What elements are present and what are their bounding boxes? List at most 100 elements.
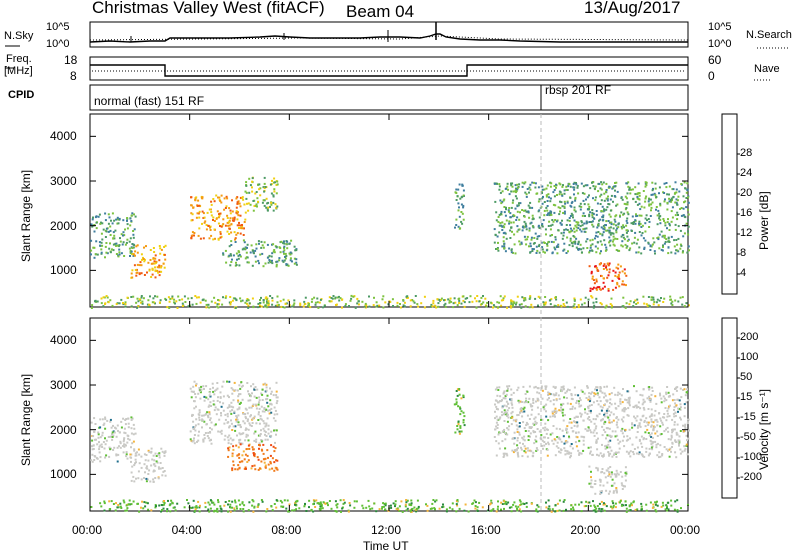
echo-cell	[229, 303, 232, 306]
time-tick-label: 04:00	[171, 523, 202, 537]
echo-cell	[189, 387, 192, 390]
echo-cell	[504, 447, 507, 450]
echo-cell	[614, 237, 617, 240]
echo-cell	[590, 404, 593, 406]
echo-cell	[595, 278, 598, 281]
echo-cell	[559, 409, 562, 412]
echo-cell	[613, 185, 616, 188]
echo-cell	[263, 204, 266, 207]
echo-cell	[353, 500, 356, 503]
echo-cell	[561, 237, 564, 240]
echo-cell	[582, 439, 585, 442]
echo-cell	[274, 441, 276, 444]
echo-cell	[643, 246, 646, 249]
echo-cell	[90, 506, 93, 508]
echo-cell	[193, 427, 195, 430]
echo-cell	[662, 423, 664, 426]
echo-cell	[199, 391, 202, 394]
echo-cell	[132, 230, 135, 232]
echo-cell	[603, 396, 605, 399]
echo-cell	[647, 200, 650, 203]
echo-cell	[244, 246, 247, 249]
echo-cell	[619, 440, 622, 443]
echo-cell	[126, 457, 129, 460]
echo-cell	[270, 444, 273, 447]
echo-cell	[560, 305, 563, 308]
echo-cell	[273, 413, 276, 416]
echo-cell	[256, 388, 259, 391]
echo-cell	[601, 287, 604, 290]
echo-cell	[528, 385, 531, 388]
echo-cell	[124, 432, 127, 435]
echo-cell	[383, 503, 386, 505]
echo-cell	[626, 235, 629, 238]
echo-cell	[464, 297, 467, 300]
echo-cell	[230, 244, 233, 246]
echo-cell	[544, 426, 547, 429]
echo-cell	[273, 406, 276, 409]
echo-cell	[271, 262, 274, 265]
echo-cell	[458, 227, 461, 230]
echo-cell	[638, 220, 641, 223]
echo-cell	[662, 234, 665, 237]
echo-cell	[265, 386, 268, 389]
echo-cell	[589, 504, 592, 507]
echo-cell	[478, 300, 481, 303]
echo-cell	[426, 504, 429, 507]
echo-cell	[629, 247, 632, 250]
echo-cell	[654, 395, 657, 398]
echo-cell	[163, 500, 165, 502]
echo-cell	[529, 183, 532, 186]
echo-cell	[524, 393, 527, 395]
echo-cell	[93, 256, 96, 259]
echo-cell	[615, 204, 618, 207]
echo-cell	[459, 407, 462, 410]
echo-cell	[603, 509, 606, 512]
echo-cell	[510, 302, 513, 305]
echo-cell	[570, 426, 573, 429]
echo-cell	[652, 187, 654, 190]
echo-cell	[463, 305, 466, 308]
echo-cell	[645, 417, 648, 420]
echo-cell	[252, 452, 255, 455]
echo-cell	[194, 393, 197, 395]
echo-cell	[525, 401, 528, 404]
echo-cell	[592, 306, 595, 309]
echo-cell	[505, 503, 508, 506]
echo-cell	[663, 446, 666, 448]
echo-cell	[617, 275, 620, 278]
echo-cell	[462, 218, 465, 221]
echo-cell	[168, 300, 171, 303]
echo-cell	[684, 427, 687, 430]
freq-line	[90, 64, 688, 77]
echo-cell	[240, 385, 243, 388]
echo-cell	[163, 470, 166, 472]
echo-cell	[586, 417, 589, 420]
echo-cell	[331, 297, 334, 300]
echo-cell	[566, 201, 569, 204]
echo-cell	[686, 422, 689, 425]
echo-cell	[551, 251, 554, 254]
echo-cell	[236, 201, 239, 204]
echo-cell	[685, 302, 688, 305]
echo-cell	[594, 237, 596, 240]
echo-cell	[286, 499, 289, 502]
echo-cell	[341, 306, 343, 309]
echo-cell	[678, 407, 681, 410]
echo-cell	[494, 388, 497, 391]
echo-cell	[516, 188, 519, 191]
echo-cell	[102, 305, 105, 308]
echo-cell	[136, 271, 139, 274]
echo-cell	[597, 403, 600, 406]
echo-cell	[600, 500, 603, 503]
echo-cell	[431, 305, 434, 308]
echo-cell	[485, 305, 488, 308]
echo-cell	[610, 411, 613, 414]
echo-cell	[622, 504, 625, 507]
echo-cell	[516, 295, 519, 298]
echo-cell	[557, 245, 560, 248]
echo-cell	[136, 451, 138, 454]
echo-cell	[570, 394, 573, 397]
echo-cell	[674, 402, 677, 405]
echo-cell	[525, 502, 528, 505]
